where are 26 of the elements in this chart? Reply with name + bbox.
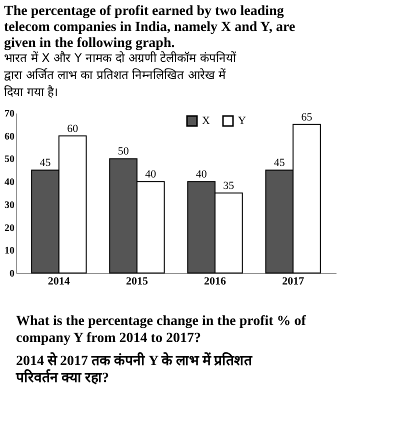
x-tick-label: 2015 [126,276,148,288]
y-tick-label: 70 [4,108,14,120]
data-label: 60 [67,122,79,135]
data-label: 40 [196,168,208,181]
y-tick-label: 20 [4,222,14,234]
y-tick-label: 60 [4,131,14,142]
text: What is the percentage change in the profit % of company Y from 2014 to 2017? [16,314,306,346]
y-tick-label: 50 [4,154,14,166]
y-tick-label: 0 [10,268,14,280]
y-tick-label: 30 [4,200,14,211]
legend-label: Y [238,115,246,127]
text: 2014 से 2017 तक कंपनी Y के लाभ में प्रतिशत परिवर्तन क्या रहा? [15,352,254,386]
x-tick-label: 2017 [282,276,305,288]
chart-subtitle: भारत में X और Y नामक दो अग्रणी टेलीकॉम कंपनियों द्वारा अर्जित लाभ का प्रतिशत निम्नलिखित आरेख में दिया गया है। [4,51,237,99]
x-tick-label: 2014 [48,276,70,288]
data-label: 40 [145,168,157,181]
y-tick-label: 10 [4,246,14,257]
x-tick-label: 2016 [204,276,227,288]
data-label: 35 [223,180,235,192]
data-label: 45 [274,157,286,170]
legend-label: X [202,115,210,127]
data-label: 45 [40,157,52,170]
y-tick-label: 40 [4,177,14,188]
data-label: 65 [301,111,313,124]
chart-title: The percentage of profit earned by two leading telecom companies in India, namely X and Y, are given in the following graph. [4,4,296,51]
data-label: 50 [118,146,130,158]
